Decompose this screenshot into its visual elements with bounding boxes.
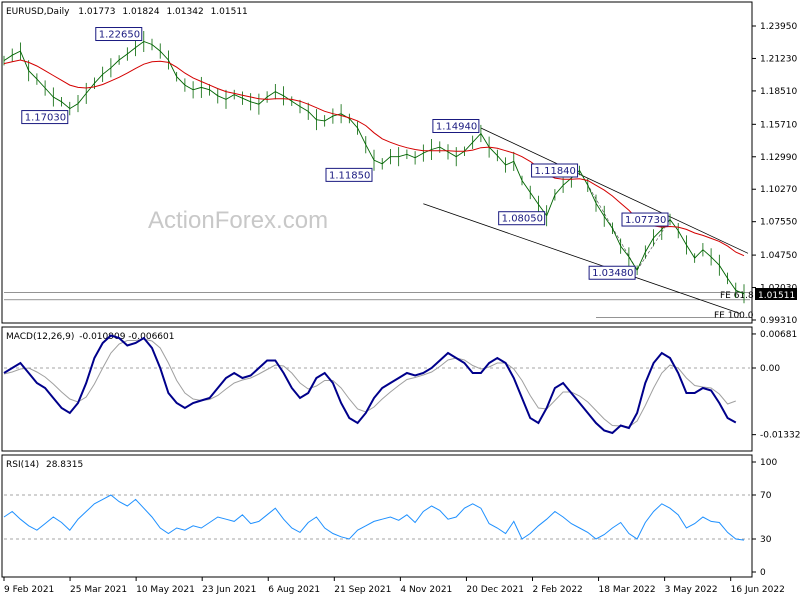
rsi-y-tick-label: 100: [760, 458, 777, 468]
price-y-tick-label: 1.23950: [760, 22, 797, 32]
swing-label: 1.11850: [329, 170, 370, 181]
price-y-tick-label: 0.99310: [760, 316, 797, 326]
swing-label-box: [432, 119, 480, 134]
x-tick-label: 20 Dec 2021: [466, 585, 524, 595]
rsi-header: RSI(14) 28.8315: [6, 460, 83, 470]
rsi-panel: [1, 454, 753, 578]
moving-average-line: [3, 59, 745, 257]
high-value: 1.01824: [122, 7, 159, 17]
macd-y-tick-label: -0.013329: [760, 431, 800, 441]
macd-signal-line: [3, 338, 736, 428]
swing-label: 1.22650: [99, 30, 140, 41]
swing-label-box: [21, 110, 69, 125]
symbol-label: EURUSD,Daily: [6, 7, 70, 17]
price-header: EURUSD,Daily 1.01773 1.01824 1.01342 1.0…: [6, 7, 248, 17]
price-panel: [1, 1, 753, 324]
macd-panel: [1, 326, 753, 452]
x-tick-label: 23 Jun 2021: [202, 585, 256, 595]
price-y-tick-label: 1.04750: [760, 251, 797, 261]
swing-label: 1.07730: [625, 215, 666, 226]
swing-label-box: [531, 163, 579, 178]
rsi-layer: [3, 494, 750, 541]
swing-label: 1.03480: [592, 268, 633, 279]
macd-layer: [3, 334, 750, 435]
x-tick-label: 3 May 2022: [665, 585, 718, 595]
rsi-y-tick-label: 70: [760, 491, 772, 501]
watermark: ActionForex.com: [148, 207, 328, 234]
x-tick-label: 16 Jun 2022: [731, 585, 785, 595]
channel-upper-line: [480, 127, 749, 254]
x-tick-label: 21 Sep 2021: [334, 585, 391, 595]
channel-lower-line: [423, 203, 741, 314]
price-y-tick-label: 1.18510: [760, 87, 797, 97]
rsi-y-tick-label: 30: [760, 535, 772, 545]
swing-label-box: [621, 212, 669, 227]
rsi-name: RSI(14): [6, 460, 39, 470]
macd-line: [3, 334, 737, 435]
price-y-tick-label: 1.12990: [760, 153, 797, 163]
open-value: 1.01773: [78, 7, 115, 17]
swing-label-box: [325, 167, 373, 182]
grid-layer: [4, 292, 750, 319]
axes-layer: 1.23950 1.21230 1.18510 1.15710 1.12990 1.102…: [3, 22, 800, 595]
rsi-y-tick-label: 0: [760, 568, 766, 578]
swing-label: 1.14940: [436, 122, 477, 133]
fe-100-label: FE 100.0: [714, 311, 754, 321]
rsi-line: [3, 494, 745, 541]
price-line: [3, 40, 745, 295]
x-tick-label: 9 Feb 2021: [4, 585, 54, 595]
price-y-tick-label: 1.07550: [760, 218, 797, 228]
price-y-tick-label: 1.15710: [760, 120, 797, 130]
x-tick-label: 10 May 2021: [136, 585, 195, 595]
macd-name: MACD(12,26,9): [6, 332, 74, 342]
price-y-tick-label: 1.10270: [760, 185, 797, 195]
swing-label: 1.11840: [535, 166, 576, 177]
price-layer: 1.22650 1.17030 1.11850 1.14940 1.11840 1.080…: [3, 27, 749, 314]
current-price-label: 1.01511: [758, 291, 795, 301]
current-price-tag: [755, 288, 797, 300]
wave-dashed-line: [579, 170, 638, 271]
rsi-value: 28.8315: [46, 460, 83, 470]
macd-header: MACD(12,26,9) -0.010909 -0.006601: [6, 332, 174, 342]
x-tick-label: 2 Feb 2022: [532, 585, 582, 595]
close-value: 1.01511: [211, 7, 248, 17]
low-value: 1.01342: [166, 7, 203, 17]
macd-y-tick-label: 0.00: [760, 364, 780, 374]
swing-label-box: [588, 265, 636, 280]
swing-label: 1.08050: [502, 214, 543, 225]
macd-values: -0.010909 -0.006601: [79, 332, 174, 342]
price-y-tick-label: 1.21230: [760, 54, 797, 64]
x-tick-label: 18 Mar 2022: [599, 585, 656, 595]
fe-618-label: FE 61.8: [720, 291, 754, 301]
x-tick-label: 25 Mar 2021: [70, 585, 127, 595]
swing-label-box: [498, 211, 546, 226]
macd-y-tick-label: 0.00681: [760, 330, 797, 340]
x-tick-label: 6 Aug 2021: [268, 585, 320, 595]
x-tick-label: 4 Nov 2021: [400, 585, 452, 595]
swing-label: 1.17030: [25, 113, 66, 124]
swing-label-box: [95, 27, 143, 42]
